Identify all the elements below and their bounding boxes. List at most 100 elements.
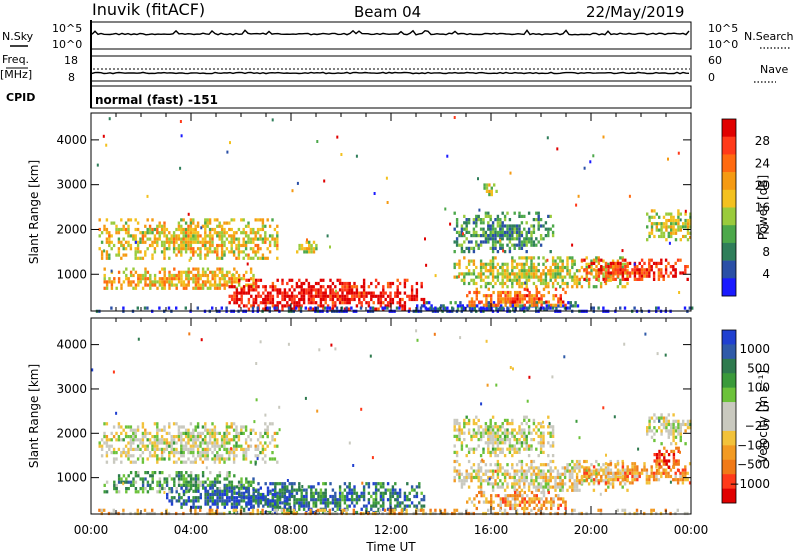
heatmap-cell: [160, 250, 164, 254]
heatmap-cell: [490, 494, 493, 498]
heatmap-cell: [201, 454, 205, 458]
heatmap-cell: [491, 428, 495, 432]
heatmap-cell: [554, 262, 557, 266]
heatmap-cell: [616, 459, 620, 464]
heatmap-cell: [310, 491, 313, 495]
heatmap-cell: [213, 460, 217, 464]
heatmap-cell: [458, 272, 461, 276]
heatmap-cell: [551, 230, 555, 234]
heatmap-cell: [298, 507, 301, 511]
heatmap-cell: [488, 301, 491, 305]
heatmap-cell: [271, 294, 275, 298]
heatmap-cell: [482, 500, 486, 504]
heatmap-cell: [398, 304, 402, 308]
heatmap-cell: [640, 271, 644, 275]
heatmap-cell: [151, 240, 154, 244]
heatmap-cell: [677, 215, 680, 219]
heatmap-cell: [211, 444, 214, 448]
heatmap-cell: [539, 444, 543, 448]
heatmap-cell: [127, 277, 130, 281]
heatmap-cell: [216, 224, 219, 228]
heatmap-cell: [679, 422, 682, 427]
heatmap-cell: [228, 474, 231, 478]
heatmap-cell: [609, 478, 613, 482]
heatmap-cell: [262, 291, 265, 295]
heatmap-cell: [453, 450, 456, 454]
heatmap-cell: [273, 243, 277, 248]
heatmap-cell: [170, 234, 173, 238]
heatmap-cell: [144, 280, 147, 284]
heatmap-cell: [561, 278, 564, 282]
heatmap-cell: [677, 429, 680, 433]
heatmap-cell: [201, 270, 205, 274]
heatmap-cell: [557, 503, 560, 507]
heatmap-cell: [535, 503, 538, 507]
heatmap-cell: [494, 482, 497, 486]
heatmap-cell: [266, 294, 270, 298]
heatmap-cell: [631, 478, 634, 482]
heatmap-cell: [175, 237, 178, 241]
heatmap-cell: [353, 285, 356, 289]
heatmap-cell: [636, 471, 639, 475]
heatmap-cell: [225, 431, 229, 435]
heatmap-cell: [561, 488, 564, 492]
heatmap-cell: [278, 498, 282, 502]
heatmap-cell: [220, 234, 224, 238]
heatmap-cell: [163, 428, 166, 432]
heatmap-cell: [494, 230, 497, 234]
heatmap-cell: [595, 472, 598, 476]
heatmap-cell: [331, 301, 335, 305]
heatmap-cell: [367, 301, 371, 305]
heatmap-cell: [113, 487, 116, 491]
heatmap-cell: [136, 444, 140, 448]
heatmap-cell: [499, 503, 502, 507]
heatmap-cell: [168, 422, 171, 426]
nsearch-tick-low: 10^0: [708, 38, 738, 51]
heatmap-cell: [326, 306, 329, 310]
heatmap-cell: [539, 434, 543, 438]
heatmap-cell: [184, 428, 188, 432]
heatmap-cell: [382, 498, 385, 502]
heatmap-cell: [98, 234, 101, 238]
heatmap-cell: [563, 482, 567, 486]
heatmap-cell: [100, 447, 104, 451]
heatmap-cell: [194, 280, 198, 284]
heatmap-cell: [180, 483, 183, 487]
heatmap-cell: [110, 286, 114, 290]
heatmap-cell: [254, 285, 258, 289]
heatmap-cell: [523, 438, 526, 442]
heatmap-cell: [416, 307, 419, 311]
heatmap-cell: [578, 459, 581, 464]
heatmap-cell: [206, 253, 209, 257]
heatmap-cell: [199, 508, 202, 512]
heatmap-cell: [563, 265, 567, 270]
heatmap-cell: [300, 291, 303, 295]
heatmap-cell: [577, 194, 580, 198]
heatmap-cell: [684, 474, 687, 479]
heatmap-cell: [468, 307, 472, 311]
heatmap-cell: [509, 494, 512, 498]
heatmap-cell: [281, 482, 284, 486]
heatmap-cell: [600, 258, 603, 262]
heatmap-cell: [197, 477, 200, 481]
heatmap-cell: [237, 237, 241, 241]
heatmap-cell: [127, 451, 130, 455]
heatmap-cell: [148, 227, 152, 232]
heatmap-cell: [264, 301, 267, 305]
heatmap-cell: [230, 492, 234, 497]
heatmap-cell: [319, 488, 323, 492]
heatmap-cell: [477, 425, 480, 429]
heatmap-cell: [472, 259, 476, 263]
heatmap-cell: [602, 306, 605, 310]
heatmap-cell: [206, 267, 210, 271]
heatmap-cell: [362, 291, 366, 295]
heatmap-cell: [515, 224, 519, 228]
heatmap-cell: [204, 502, 207, 506]
heatmap-cell: [532, 243, 536, 247]
heatmap-cell: [259, 435, 262, 439]
heatmap-cell: [221, 267, 224, 271]
heatmap-cell: [658, 449, 661, 453]
heatmap-cell: [587, 262, 591, 266]
heatmap-cell: [235, 270, 238, 274]
heatmap-cell: [554, 259, 557, 263]
